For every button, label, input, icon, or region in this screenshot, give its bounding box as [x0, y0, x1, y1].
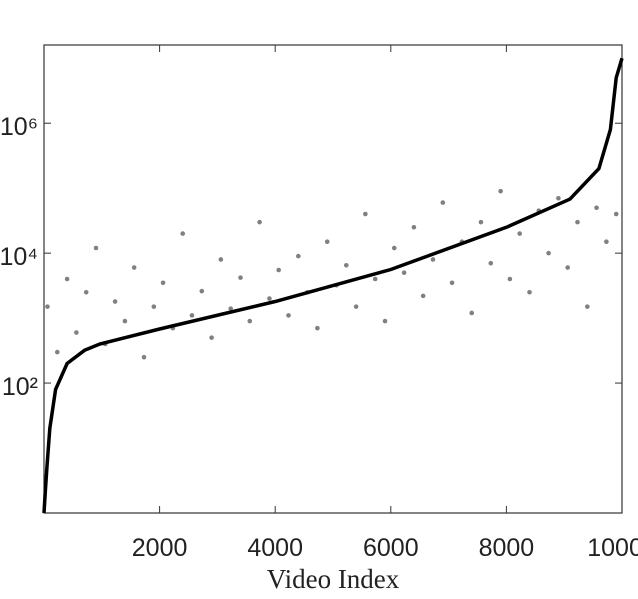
scatter-point — [238, 275, 243, 280]
scatter-point — [315, 325, 320, 331]
scatter-point — [382, 318, 388, 324]
x-tick-label: 4000 — [247, 534, 303, 562]
scatter-point — [430, 257, 436, 262]
scatter-point — [276, 267, 281, 273]
scatter-point — [218, 257, 224, 262]
scatter-point — [449, 280, 455, 286]
scatter-point — [440, 200, 446, 205]
scatter-point — [420, 293, 426, 299]
scatter-point — [257, 219, 262, 225]
scatter-point — [45, 304, 50, 309]
scatter-point — [604, 239, 609, 245]
x-tick-label: 6000 — [363, 534, 419, 562]
scatter-point — [189, 313, 195, 318]
scatter-point — [228, 306, 233, 311]
x-tick-label: 8000 — [479, 534, 535, 562]
plot-frame — [43, 44, 623, 514]
scatter-point — [575, 219, 580, 225]
scatter-point — [122, 318, 128, 324]
scatter-point — [131, 265, 137, 270]
sorted-line — [42, 57, 624, 514]
scatter-point — [199, 288, 205, 294]
scatter-point — [469, 310, 475, 316]
scatter-point — [507, 276, 513, 282]
x-tick-label: 10000 — [587, 534, 638, 562]
scatter-point — [401, 270, 407, 276]
scatter-point — [324, 239, 330, 245]
scatter-point — [391, 245, 397, 251]
scatter-point — [180, 231, 186, 236]
scatter-point — [488, 260, 494, 266]
scatter-point — [343, 263, 349, 268]
scatter-point — [478, 219, 484, 225]
y-tick-label: 10⁶ — [0, 113, 38, 141]
scatter-point — [517, 231, 522, 236]
scatter-point — [141, 354, 147, 360]
scatter-point — [286, 313, 291, 318]
scatter-point — [247, 318, 253, 324]
scatter-point — [546, 250, 551, 256]
scatter-point — [613, 211, 619, 217]
scatter-point — [54, 349, 60, 355]
scatter-point — [353, 304, 359, 309]
scatter-point — [594, 205, 599, 211]
scatter-point — [556, 195, 561, 201]
scatter-point — [372, 276, 378, 282]
scatter-point — [363, 211, 368, 217]
x-tick-label: 2000 — [132, 534, 188, 562]
scatter-point — [209, 335, 214, 340]
scatter-point — [112, 299, 118, 304]
scatter-point — [267, 296, 272, 301]
scatter-point — [565, 265, 570, 270]
scatter-point — [411, 224, 417, 230]
scatter-point — [160, 280, 166, 286]
scatter-point — [83, 289, 89, 295]
y-tick-label: 10⁴ — [0, 243, 38, 271]
scatter-point — [64, 276, 70, 282]
x-axis-label: Video Index — [267, 564, 400, 594]
scatter-point — [296, 253, 301, 259]
scatter-point — [74, 330, 79, 335]
scatter-point — [498, 188, 503, 194]
scatter-point — [93, 245, 99, 251]
scatter-point — [527, 289, 532, 295]
scatter-point — [585, 304, 590, 309]
y-tick-label: 10² — [2, 373, 38, 401]
scatter-point — [151, 304, 157, 309]
